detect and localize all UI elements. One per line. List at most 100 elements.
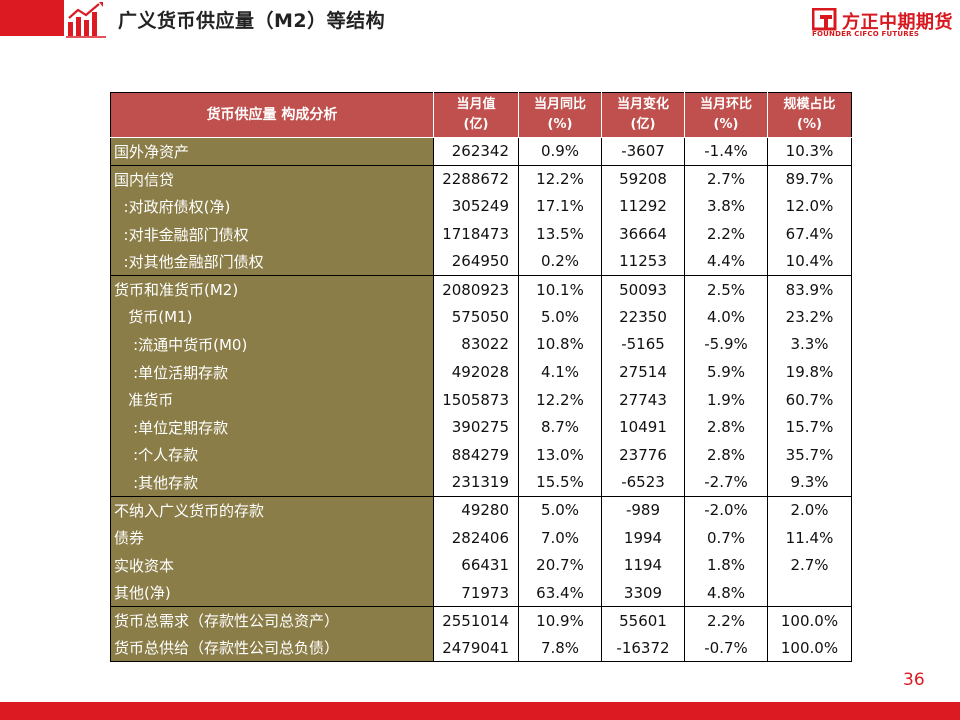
table-cell: 390275	[433, 413, 519, 442]
row-label: :个人存款	[110, 441, 434, 469]
table-row: 货币总供给（存款性公司总负债） 2479041 7.8% -16372 -0.7% 100…	[110, 634, 852, 663]
table-cell: 27514	[601, 358, 685, 386]
row-label: 货币和准货币(M2)	[110, 274, 434, 304]
row-label: 其他(净)	[110, 579, 434, 608]
table-cell: 264950	[433, 247, 519, 276]
table-cell: 2551014	[433, 606, 519, 635]
logo-text-cn: 方正中期期货	[842, 12, 953, 33]
table-cell: 5.0%	[518, 495, 602, 524]
table-cell: 10.1%	[518, 274, 602, 304]
table-cell: 11253	[601, 247, 685, 276]
table-cell: 2479041	[433, 634, 519, 663]
table-cell: 2.2%	[684, 220, 768, 248]
table-cell: 19.8%	[767, 358, 852, 386]
table-cell: 89.7%	[767, 164, 852, 193]
column-header: 当月环比 (%)	[684, 92, 768, 138]
table-cell: 5.9%	[684, 358, 768, 386]
table-cell: 7.0%	[518, 523, 602, 552]
table-row: 不纳入广义货币的存款 49280 5.0% -989 -2.0% 2.0%	[110, 495, 852, 524]
table-cell: 2.2%	[684, 606, 768, 635]
table-cell: 2288672	[433, 164, 519, 193]
row-label: 实收资本	[110, 551, 434, 579]
table-cell: 4.1%	[518, 358, 602, 386]
page-number: 36	[903, 670, 925, 690]
table-cell: 3.8%	[684, 192, 768, 221]
table-cell: 0.7%	[684, 523, 768, 552]
table-cell: 60.7%	[767, 385, 852, 414]
table-row: 国内信贷 2288672 12.2% 59208 2.7% 89.7%	[110, 164, 852, 193]
table-cell: 100.0%	[767, 606, 852, 635]
row-label: :单位定期存款	[110, 413, 434, 442]
table-cell: 2.8%	[684, 413, 768, 442]
table-cell: 262342	[433, 137, 519, 166]
table-cell: 63.4%	[518, 579, 602, 608]
table-cell: 83022	[433, 330, 519, 359]
table-cell: -3607	[601, 137, 685, 166]
row-label: :其他存款	[110, 468, 434, 497]
table-cell: 2.5%	[684, 274, 768, 304]
table-cell: 884279	[433, 441, 519, 469]
table-cell: -5.9%	[684, 330, 768, 359]
table-cell: 1.8%	[684, 551, 768, 579]
table-cell: 1194	[601, 551, 685, 579]
logo-mark-icon	[812, 8, 837, 31]
table-cell: -2.7%	[684, 468, 768, 497]
table-cell: -16372	[601, 634, 685, 663]
logo-text-en: FOUNDER CIFCO FUTURES	[812, 30, 920, 38]
page-title: 广义货币供应量（M2）等结构	[118, 10, 386, 32]
table-cell: 305249	[433, 192, 519, 221]
table-cell: 23.2%	[767, 303, 852, 331]
table-cell: 20.7%	[518, 551, 602, 579]
table-row: :个人存款 884279 13.0% 23776 2.8% 35.7%	[110, 441, 852, 469]
table-cell: 11.4%	[767, 523, 852, 552]
table-cell: 100.0%	[767, 634, 852, 663]
table-cell: 3.3%	[767, 330, 852, 359]
table-cell: 23776	[601, 441, 685, 469]
table-row: 准货币 1505873 12.2% 27743 1.9% 60.7%	[110, 385, 852, 414]
table-cell: 1.9%	[684, 385, 768, 414]
table-row: 货币(M1) 575050 5.0% 22350 4.0% 23.2%	[110, 303, 852, 331]
row-label: 不纳入广义货币的存款	[110, 495, 434, 524]
table-cell: 11292	[601, 192, 685, 221]
row-label: 货币(M1)	[110, 303, 434, 331]
table-cell: 1994	[601, 523, 685, 552]
table-row: :单位活期存款 492028 4.1% 27514 5.9% 19.8%	[110, 358, 852, 386]
bottom-bar	[0, 702, 960, 720]
table-cell	[767, 579, 852, 608]
row-label: 准货币	[110, 385, 434, 414]
table-cell: 2.0%	[767, 495, 852, 524]
row-label: 货币总供给（存款性公司总负债）	[110, 634, 434, 663]
table-cell: 55601	[601, 606, 685, 635]
table-cell: -1.4%	[684, 137, 768, 166]
row-label: :对政府债权(净)	[110, 192, 434, 221]
table-cell: 15.5%	[518, 468, 602, 497]
table-cell: 282406	[433, 523, 519, 552]
table-cell: -0.7%	[684, 634, 768, 663]
column-header: 当月变化 (亿)	[601, 92, 685, 138]
table-row: :对政府债权(净) 305249 17.1% 11292 3.8% 12.0%	[110, 192, 852, 221]
table-row: 其他(净) 71973 63.4% 3309 4.8%	[110, 579, 852, 608]
table-cell: 8.7%	[518, 413, 602, 442]
table-cell: -6523	[601, 468, 685, 497]
table-cell: 10.9%	[518, 606, 602, 635]
table-cell: 0.9%	[518, 137, 602, 166]
table-cell: 2.7%	[767, 551, 852, 579]
table-cell: 17.1%	[518, 192, 602, 221]
table-cell: 10491	[601, 413, 685, 442]
table-cell: 10.3%	[767, 137, 852, 166]
table-cell: -5165	[601, 330, 685, 359]
table-cell: -2.0%	[684, 495, 768, 524]
row-label: :流通中货币(M0)	[110, 330, 434, 359]
table-cell: 13.5%	[518, 220, 602, 248]
table-row: 货币和准货币(M2) 2080923 10.1% 50093 2.5% 83.9%	[110, 274, 852, 304]
table-cell: 12.2%	[518, 164, 602, 193]
table-corner-label: 货币供应量 构成分析	[110, 92, 434, 138]
table-row: 债券 282406 7.0% 1994 0.7% 11.4%	[110, 523, 852, 552]
table-cell: 67.4%	[767, 220, 852, 248]
table-cell: 3309	[601, 579, 685, 608]
table-cell: 231319	[433, 468, 519, 497]
table-cell: 2080923	[433, 274, 519, 304]
table-cell: 36664	[601, 220, 685, 248]
company-logo: 方正中期期货 FOUNDER CIFCO FUTURES	[812, 8, 953, 40]
table-cell: 2.8%	[684, 441, 768, 469]
